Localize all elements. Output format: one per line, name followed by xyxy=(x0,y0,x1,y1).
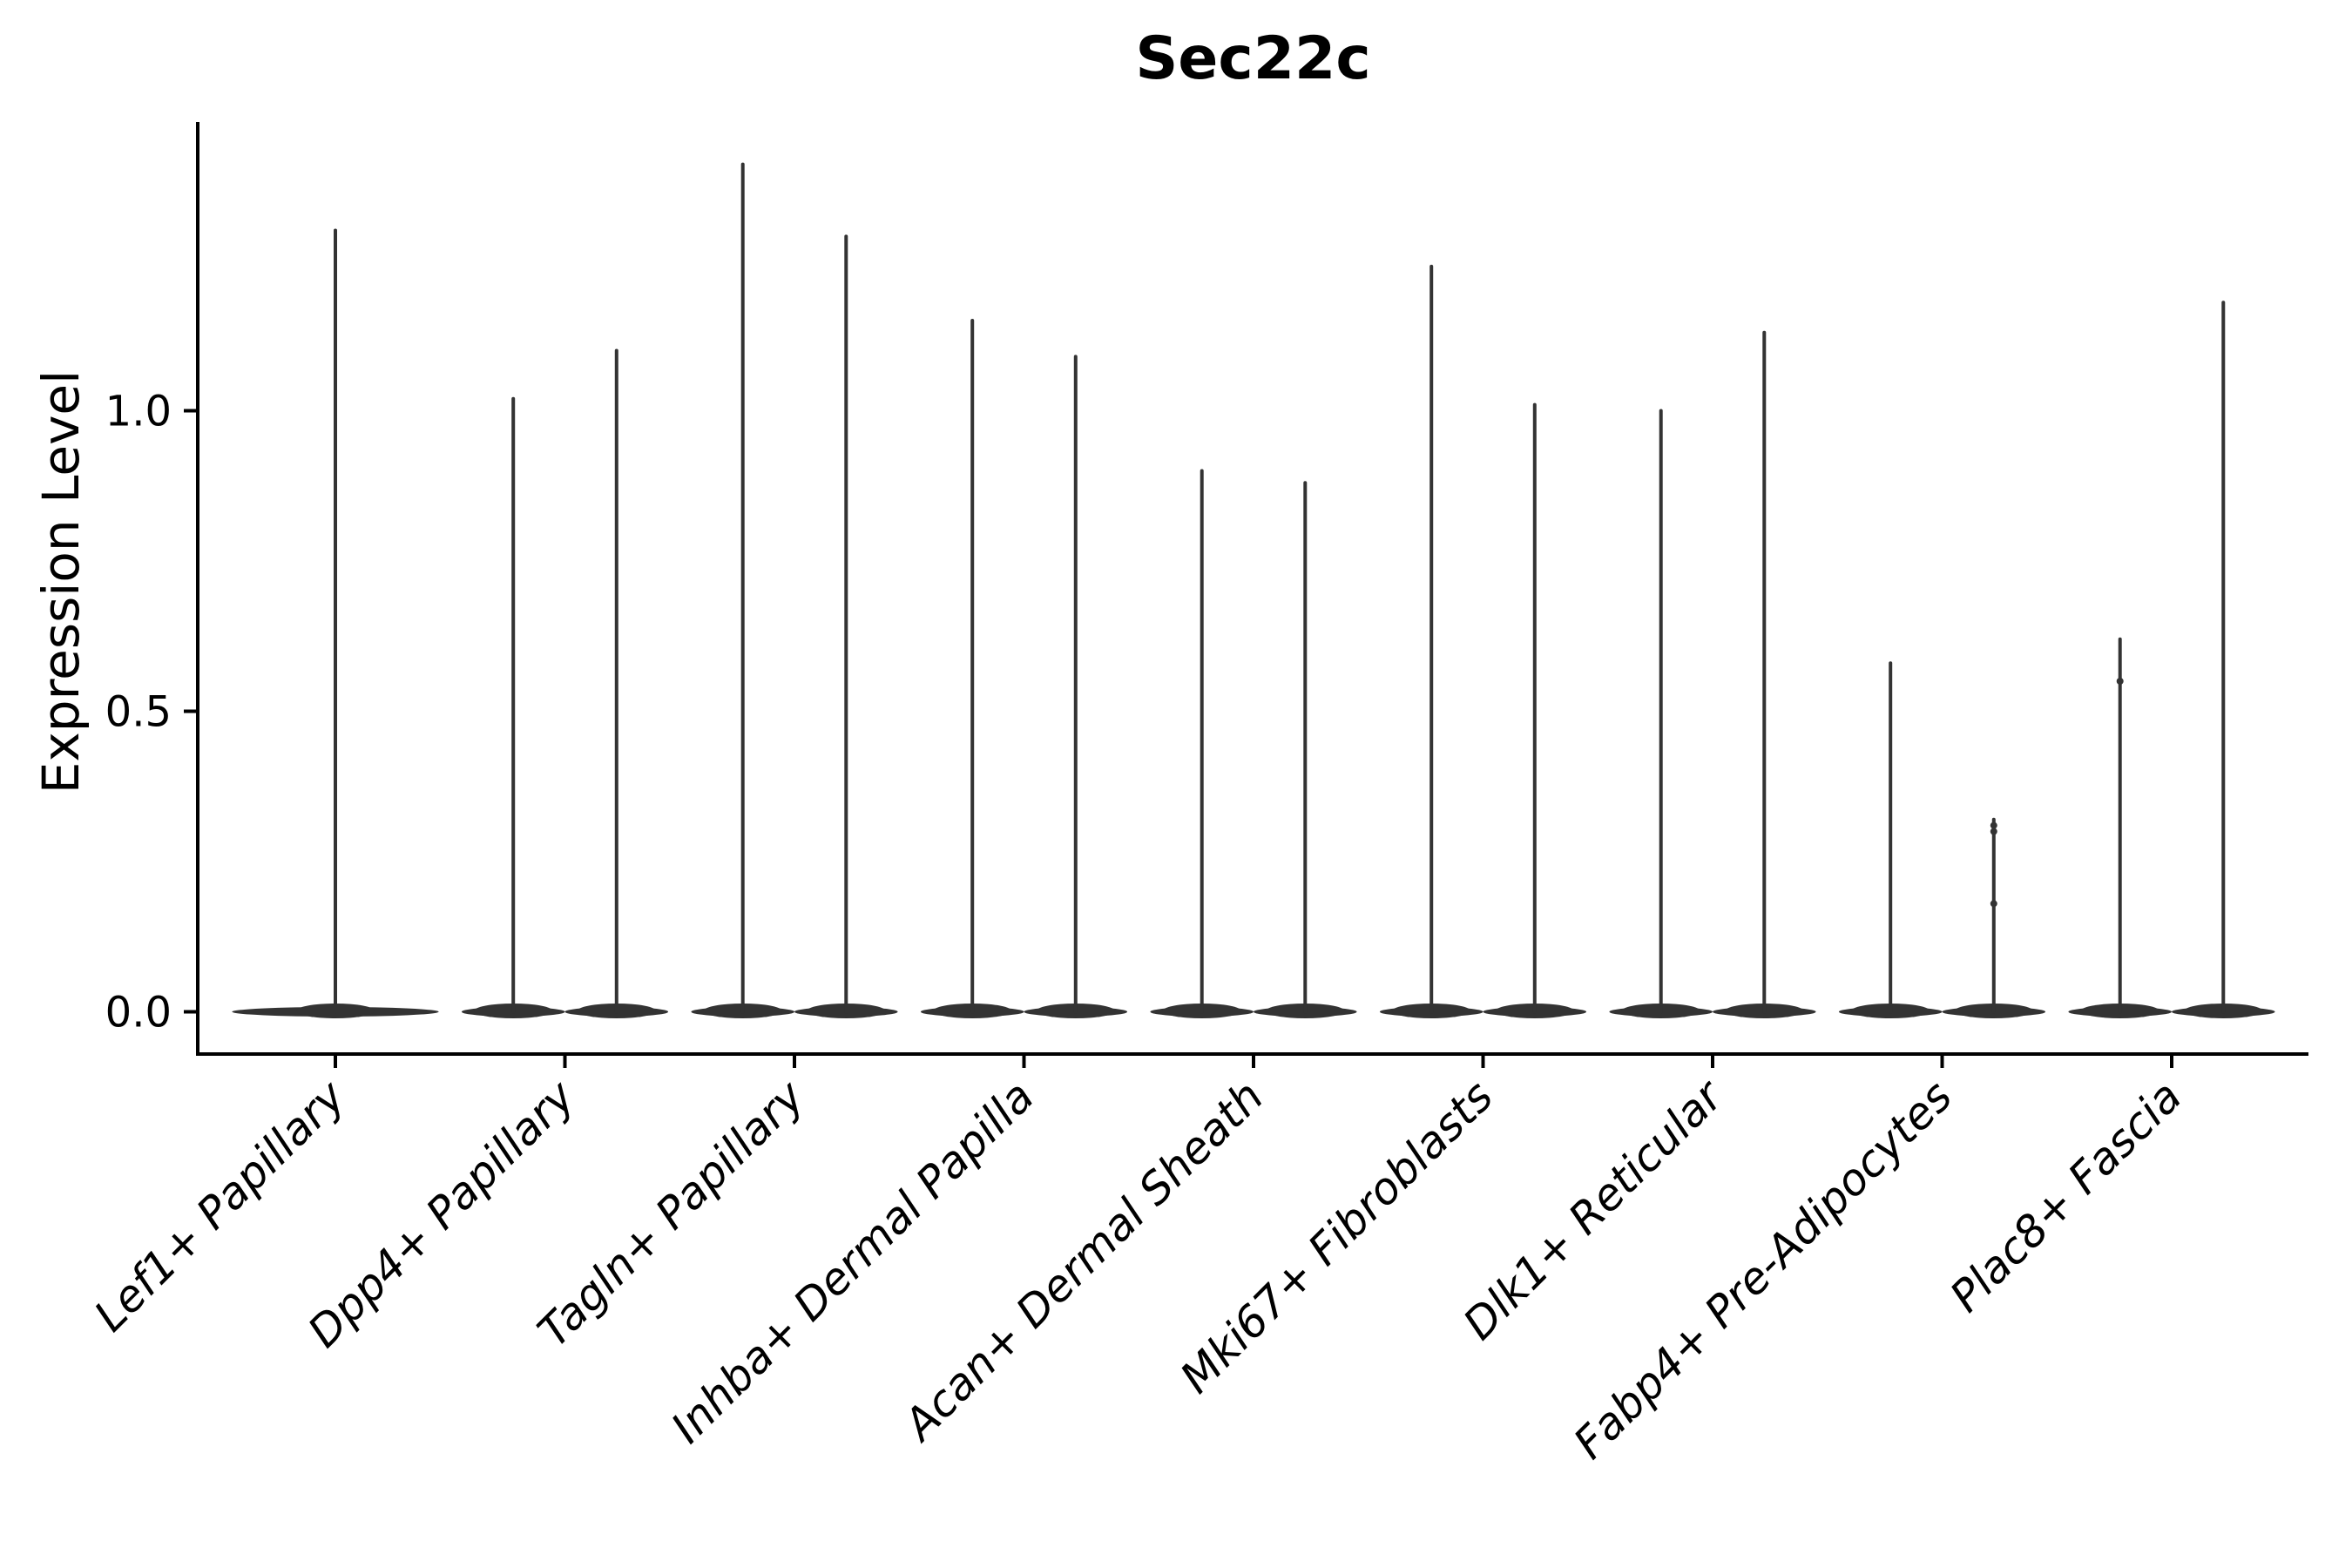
data-point xyxy=(2116,678,2124,685)
x-tick-label: Plac8+ Fascia xyxy=(1941,1071,2192,1321)
x-tick-label: Fabp4+ Pre-Adipocytes xyxy=(1564,1071,1962,1469)
x-tick-label: Lef1+ Papillary xyxy=(84,1070,355,1341)
data-point xyxy=(1990,821,1997,829)
data-point xyxy=(1990,828,1997,835)
x-tick-label: Inhba+ Dermal Papilla xyxy=(662,1071,1044,1452)
y-tick-label: 0.0 xyxy=(105,989,172,1037)
chart-title: Sec22c xyxy=(1135,24,1371,93)
data-point xyxy=(1990,900,1997,908)
y-tick-label: 0.5 xyxy=(105,688,172,737)
y-tick-label: 1.0 xyxy=(105,388,172,436)
